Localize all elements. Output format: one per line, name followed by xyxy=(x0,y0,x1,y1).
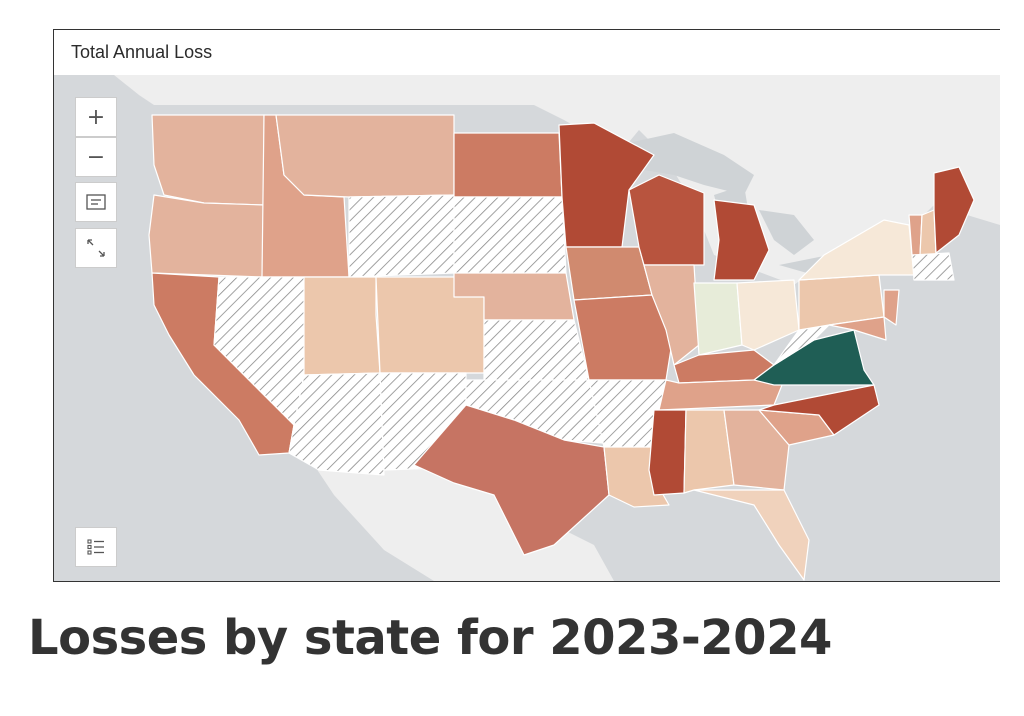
state-south-dakota[interactable] xyxy=(453,196,567,274)
state-new-jersey[interactable] xyxy=(883,289,900,326)
legend-button[interactable] xyxy=(75,182,117,222)
map-header: Total Annual Loss xyxy=(54,30,1000,76)
state-florida[interactable] xyxy=(693,489,810,581)
state-iowa[interactable] xyxy=(565,246,653,301)
state-wisconsin[interactable] xyxy=(628,174,705,266)
state-michigan[interactable] xyxy=(713,199,770,281)
layer-list-icon xyxy=(87,539,104,555)
map-title: Total Annual Loss xyxy=(71,42,213,62)
state-massachusetts[interactable] xyxy=(911,252,955,281)
fullscreen-button[interactable] xyxy=(75,228,117,268)
state-north-dakota[interactable] xyxy=(453,132,563,198)
state-kansas[interactable] xyxy=(483,319,590,381)
state-indiana[interactable] xyxy=(693,282,743,356)
choropleth-map[interactable] xyxy=(54,75,1000,581)
zoom-in-label: + xyxy=(86,104,106,130)
state-minnesota[interactable] xyxy=(558,122,655,248)
state-wyoming[interactable] xyxy=(348,194,455,278)
map-canvas[interactable] xyxy=(54,75,1000,581)
legend-icon xyxy=(86,194,106,210)
state-missouri[interactable] xyxy=(573,294,675,381)
state-utah[interactable] xyxy=(303,276,381,376)
state-oregon[interactable] xyxy=(148,194,265,278)
zoom-in-button[interactable]: + xyxy=(75,97,117,137)
state-ohio[interactable] xyxy=(736,279,800,351)
state-georgia[interactable] xyxy=(723,409,790,491)
state-mississippi[interactable] xyxy=(648,409,687,496)
map-widget[interactable]: Total Annual Loss xyxy=(53,29,1000,582)
zoom-out-label: − xyxy=(86,144,106,170)
zoom-out-button[interactable]: − xyxy=(75,137,117,177)
layer-list-button[interactable] xyxy=(75,527,117,567)
expand-icon xyxy=(87,239,105,257)
state-new-hampshire[interactable] xyxy=(919,209,937,256)
state-texas[interactable] xyxy=(413,404,610,556)
state-montana[interactable] xyxy=(275,114,455,198)
state-washington[interactable] xyxy=(151,114,265,206)
state-alabama[interactable] xyxy=(683,409,735,494)
state-maine[interactable] xyxy=(933,166,975,254)
state-tennessee[interactable] xyxy=(658,379,785,411)
state-maryland[interactable] xyxy=(828,316,887,341)
state-arizona[interactable] xyxy=(288,372,385,476)
page-caption: Losses by state for 2023-2024 xyxy=(28,610,832,666)
